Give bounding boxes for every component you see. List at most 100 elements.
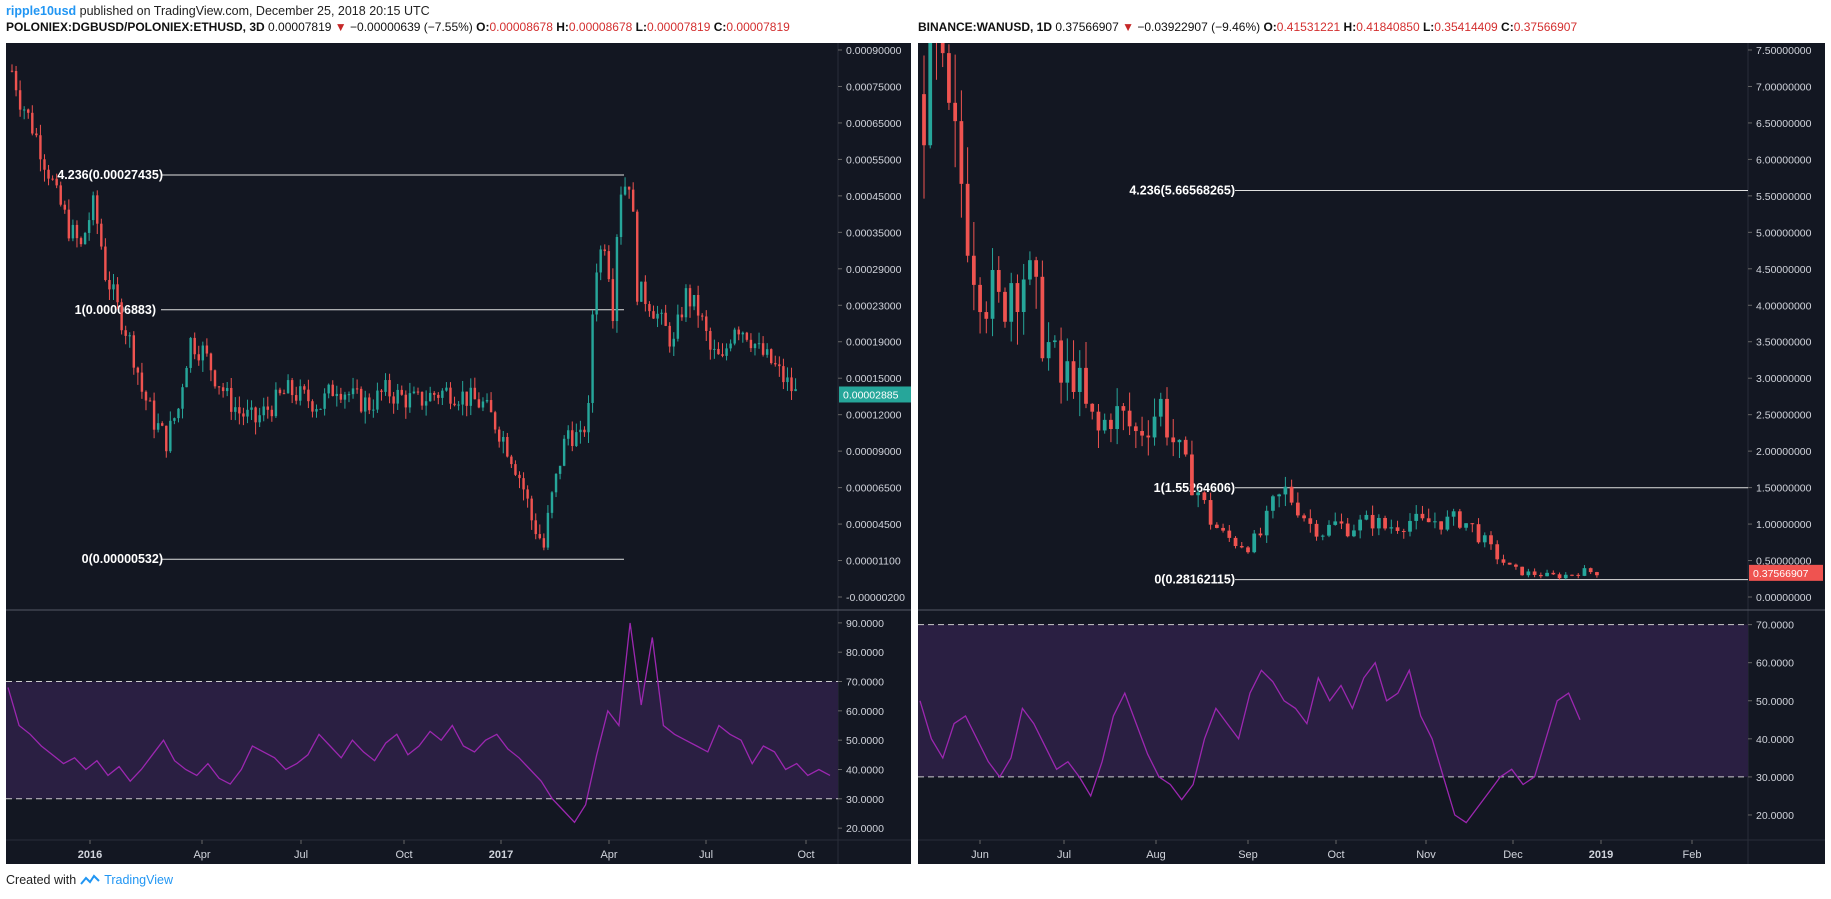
current-price-label: 0.37566907 [1753, 568, 1809, 580]
candle-body [1071, 361, 1076, 392]
high-value: 0.41840850 [1356, 20, 1420, 34]
candle-body [676, 314, 680, 339]
candle-body [55, 178, 58, 186]
candle-body [290, 380, 294, 396]
candle-body [1034, 260, 1039, 277]
current-price-badge [839, 386, 913, 403]
candle-body [112, 284, 115, 290]
candle-body [181, 387, 184, 409]
low-value: 0.35414409 [1434, 20, 1498, 34]
price-tick-label: 6.50000000 [1756, 118, 1812, 130]
time-tick-label: Oct [395, 849, 412, 861]
candle-body [14, 70, 18, 91]
candle-body [104, 246, 107, 281]
candle-body [1482, 535, 1487, 543]
candle-body [124, 330, 127, 336]
candle-body [368, 397, 371, 411]
candle-body [1457, 511, 1462, 528]
candle-body [542, 538, 546, 548]
candle-body [209, 353, 213, 371]
chart1-panel[interactable]: 0.00090000 0.00075000 0.00065000 0.00055000… [6, 43, 913, 864]
candle-body [782, 366, 785, 383]
candle-body [725, 348, 728, 356]
time-tick-label: Apr [193, 849, 210, 861]
candle-body [453, 403, 456, 406]
candle-body [1320, 535, 1325, 537]
down-triangle-icon: ▼ [334, 20, 347, 34]
candle-body [1426, 518, 1431, 523]
candle-body [713, 348, 716, 350]
candle-body [518, 474, 521, 479]
candle-body [652, 311, 655, 319]
candle-body [558, 465, 562, 474]
candle-body [71, 224, 75, 239]
candle-body [1289, 486, 1294, 503]
time-tick-label: Dec [1503, 849, 1523, 861]
candle-body [627, 186, 631, 190]
tradingview-link[interactable]: TradingView [104, 873, 173, 887]
candle-body [315, 409, 318, 412]
candle-body [242, 413, 245, 417]
time-tick-label: Oct [797, 849, 814, 861]
candle-body [1401, 530, 1406, 532]
rsi-tick-label: 40.0000 [1756, 734, 1794, 746]
candle-body [587, 402, 590, 433]
candle-body [262, 406, 265, 416]
candle-body [953, 102, 958, 122]
candle-body [445, 387, 448, 391]
candle-body [75, 224, 79, 239]
candle-body [1501, 559, 1506, 563]
fib-level-label: 0(0.00000532) [82, 552, 163, 566]
candle-body [1165, 398, 1169, 438]
candle-body [1152, 416, 1157, 438]
candle-body [1239, 546, 1244, 548]
candle-body [959, 121, 964, 184]
candle-body [514, 464, 517, 475]
candle-body [1352, 530, 1356, 537]
chart2-canvas[interactable]: 7.50000000 7.00000000 6.50000000 6.00000000… [918, 1, 1825, 864]
candle-body [1339, 521, 1344, 524]
candle-body [1408, 520, 1412, 532]
chart2-panel[interactable]: 7.50000000 7.00000000 6.50000000 6.00000000… [918, 1, 1825, 864]
time-tick-label: Feb [1683, 849, 1702, 861]
candle-body [1283, 486, 1288, 495]
candle-body [372, 409, 375, 411]
fib-level-label: 0(0.28162115) [1154, 573, 1235, 587]
candle-body [745, 332, 749, 340]
price-tick-label: 0.00065000 [846, 118, 902, 130]
chart1-canvas[interactable]: 0.00090000 0.00075000 0.00065000 0.00055000… [6, 43, 913, 864]
candle-body [530, 498, 533, 521]
price-tick-label: 0.00035000 [846, 227, 902, 239]
rsi-tick-label: 90.0000 [846, 618, 884, 630]
candle-body [1295, 502, 1300, 516]
author-link[interactable]: ripple10usd [6, 4, 77, 18]
rsi-tick-label: 30.0000 [1756, 772, 1794, 784]
candle-body [583, 429, 586, 433]
candle-body [1514, 564, 1518, 567]
candle-body [1563, 574, 1568, 579]
price-tick-label: 1.00000000 [1756, 519, 1812, 531]
candle-body [757, 343, 761, 345]
candle-body [1133, 426, 1138, 432]
price-tick-label: 0.00000000 [1756, 592, 1812, 604]
candle-body [1127, 410, 1132, 427]
candle-body [128, 335, 131, 337]
low-value: 0.00007819 [646, 20, 711, 34]
candle-body [636, 211, 639, 302]
candle-body [282, 393, 286, 395]
candle-body [489, 400, 493, 413]
candle-body [1526, 571, 1531, 576]
candle-body [1146, 435, 1151, 438]
candle-body [1158, 398, 1163, 417]
candle-body [579, 429, 582, 433]
candle-body [947, 53, 951, 103]
rsi-tick-label: 20.0000 [846, 823, 884, 835]
candle-body [664, 312, 667, 326]
price-tick-label: 2.50000000 [1756, 410, 1812, 422]
candle-body [1445, 516, 1450, 530]
candle-body [465, 391, 468, 406]
candle-body [161, 423, 164, 426]
candle-body [1252, 533, 1257, 553]
candle-body [1433, 521, 1437, 523]
candle-body [1271, 496, 1275, 511]
